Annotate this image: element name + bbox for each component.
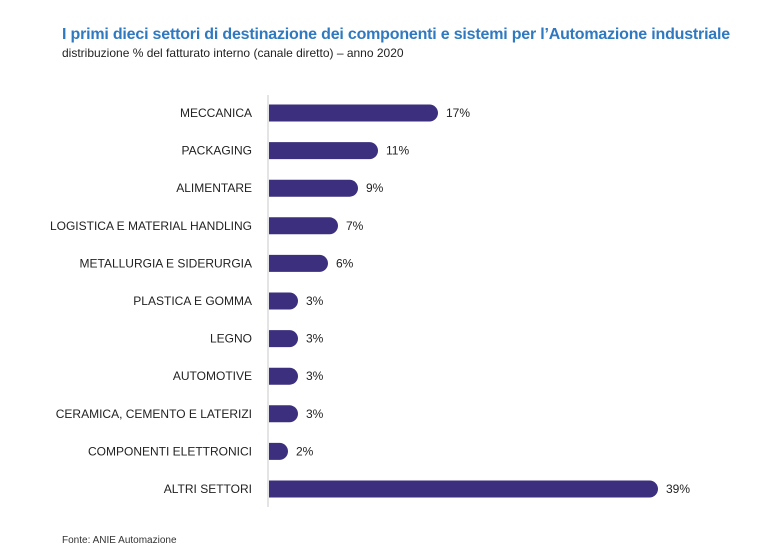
value-label: 3% xyxy=(306,369,324,383)
value-label: 3% xyxy=(306,407,324,421)
category-label: METALLURGIA E SIDERURGIA xyxy=(80,256,252,270)
category-label: CERAMICA, CEMENTO E LATERIZI xyxy=(56,407,252,421)
category-label: COMPONENTI ELETTRONICI xyxy=(88,444,252,458)
category-label: AUTOMOTIVE xyxy=(173,369,252,383)
category-label: MECCANICA xyxy=(180,106,252,120)
bar xyxy=(269,217,338,235)
category-label: LOGISTICA E MATERIAL HANDLING xyxy=(50,219,252,233)
value-label: 17% xyxy=(446,106,470,120)
bar xyxy=(269,367,298,385)
value-label: 3% xyxy=(306,332,324,346)
bar xyxy=(269,405,298,423)
category-label: LEGNO xyxy=(210,332,252,346)
value-label: 2% xyxy=(296,444,314,458)
bar xyxy=(269,330,298,348)
chart-subtitle: distribuzione % del fatturato interno (c… xyxy=(62,46,404,60)
bar xyxy=(269,480,658,498)
value-label: 7% xyxy=(346,219,364,233)
bar xyxy=(269,254,328,272)
chart-title: I primi dieci settori di destinazione de… xyxy=(62,26,730,43)
category-label: ALIMENTARE xyxy=(176,181,252,195)
category-label: PACKAGING xyxy=(182,144,252,158)
bar xyxy=(269,179,359,197)
category-label: ALTRI SETTORI xyxy=(164,482,252,496)
bar xyxy=(269,104,438,122)
value-label: 3% xyxy=(306,294,324,308)
bar xyxy=(269,292,298,310)
value-label: 11% xyxy=(386,144,409,158)
source-note: Fonte: ANIE Automazione xyxy=(62,535,177,546)
category-label: PLASTICA E GOMMA xyxy=(133,294,252,308)
value-label: 9% xyxy=(366,181,384,195)
value-label: 39% xyxy=(666,482,690,496)
bar xyxy=(269,142,378,160)
bar xyxy=(269,442,288,460)
value-label: 6% xyxy=(336,256,354,270)
